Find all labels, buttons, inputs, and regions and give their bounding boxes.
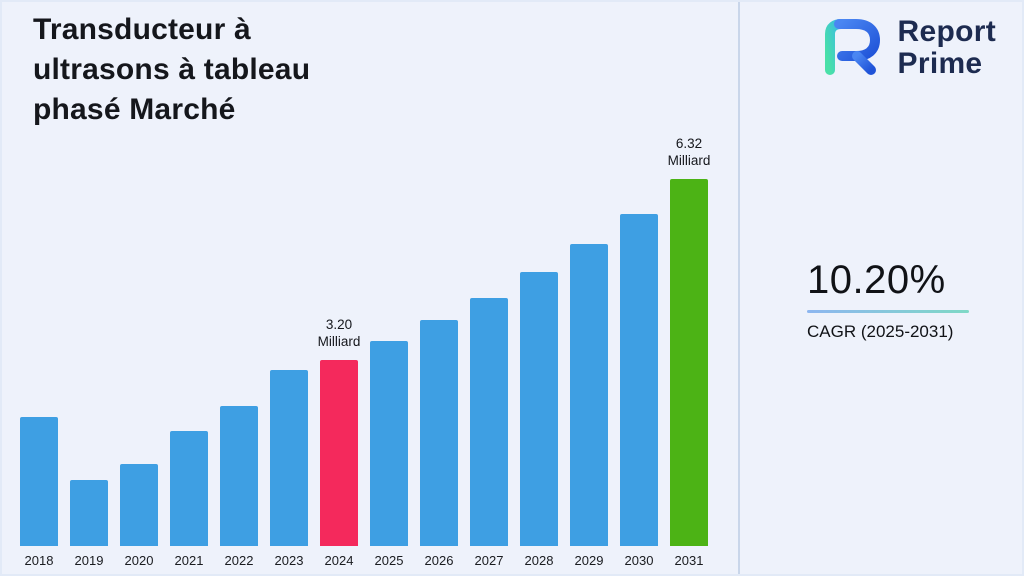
bar-2030: [620, 214, 658, 546]
bar-2028: [520, 272, 558, 546]
bar-column-2019: 2019: [70, 480, 108, 568]
brand-name: Report Prime: [897, 14, 996, 80]
page-title: Transducteur à ultrasons à tableau phasé…: [33, 10, 310, 130]
x-axis-label-2026: 2026: [424, 553, 454, 568]
bar-column-2025: 2025: [370, 341, 408, 568]
x-axis-label-2023: 2023: [274, 553, 304, 568]
bar-column-2026: 2026: [420, 320, 458, 568]
bar-column-2018: 2018: [20, 417, 58, 568]
bar-column-2028: 2028: [520, 272, 558, 568]
x-axis-label-2029: 2029: [574, 553, 604, 568]
x-axis-label-2020: 2020: [124, 553, 154, 568]
x-axis-label-2030: 2030: [624, 553, 654, 568]
x-axis-label-2027: 2027: [474, 553, 504, 568]
cagr-underline: [807, 310, 969, 313]
x-axis-label-2021: 2021: [174, 553, 204, 568]
bar-2025: [370, 341, 408, 546]
report-prime-logo-icon: [814, 14, 888, 81]
x-axis-label-2028: 2028: [524, 553, 554, 568]
x-axis-label-2019: 2019: [74, 553, 104, 568]
bar-2029: [570, 244, 608, 546]
bar-2018: [20, 417, 58, 546]
page-title-line: ultrasons à tableau: [33, 53, 311, 86]
bar-2027: [470, 298, 508, 546]
x-axis-label-2024: 2024: [324, 553, 354, 568]
bar-column-2024: 3.20 Milliard 2024: [318, 317, 361, 568]
bar-value-label-2031: 6.32 Milliard: [667, 136, 711, 168]
cagr-label: CAGR (2025-2031): [807, 322, 954, 341]
bar-2021: [170, 431, 208, 546]
cagr-block: 10.20% CAGR (2025-2031): [807, 258, 982, 342]
bar-column-2020: 2020: [120, 464, 158, 568]
bar-column-2022: 2022: [220, 406, 258, 568]
brand-name-line: Prime: [897, 46, 983, 80]
page-title-line: phasé Marché: [33, 93, 236, 126]
vertical-divider: [738, 2, 740, 574]
bar-column-2021: 2021: [170, 431, 208, 568]
page-title-line: Transducteur à: [33, 13, 251, 46]
bar-value-label-2024: 3.20 Milliard: [317, 317, 361, 349]
x-axis-label-2018: 2018: [24, 553, 54, 568]
bar-2023: [270, 370, 308, 546]
bar-2026: [420, 320, 458, 546]
bar-2022: [220, 406, 258, 546]
bar-column-2030: 2030: [620, 214, 658, 568]
bar-column-2027: 2027: [470, 298, 508, 568]
x-axis-label-2031: 2031: [674, 553, 704, 568]
x-axis-label-2022: 2022: [224, 553, 254, 568]
brand-name-line: Report: [897, 14, 996, 48]
brand-logo: Report Prime: [814, 14, 996, 81]
bar-chart: 2018 2019 2020 2021 2022 2023 3.20 Milliard 2024…: [20, 136, 711, 568]
bar-2020: [120, 464, 158, 546]
bar-column-2029: 2029: [570, 244, 608, 568]
cagr-value: 10.20%: [807, 258, 946, 302]
bar-2019: [70, 480, 108, 546]
bar-column-2031: 6.32 Milliard 2031: [668, 136, 711, 568]
bar-column-2023: 2023: [270, 370, 308, 568]
bar-2024: [320, 360, 358, 546]
x-axis-label-2025: 2025: [374, 553, 404, 568]
bar-2031: [670, 179, 708, 546]
